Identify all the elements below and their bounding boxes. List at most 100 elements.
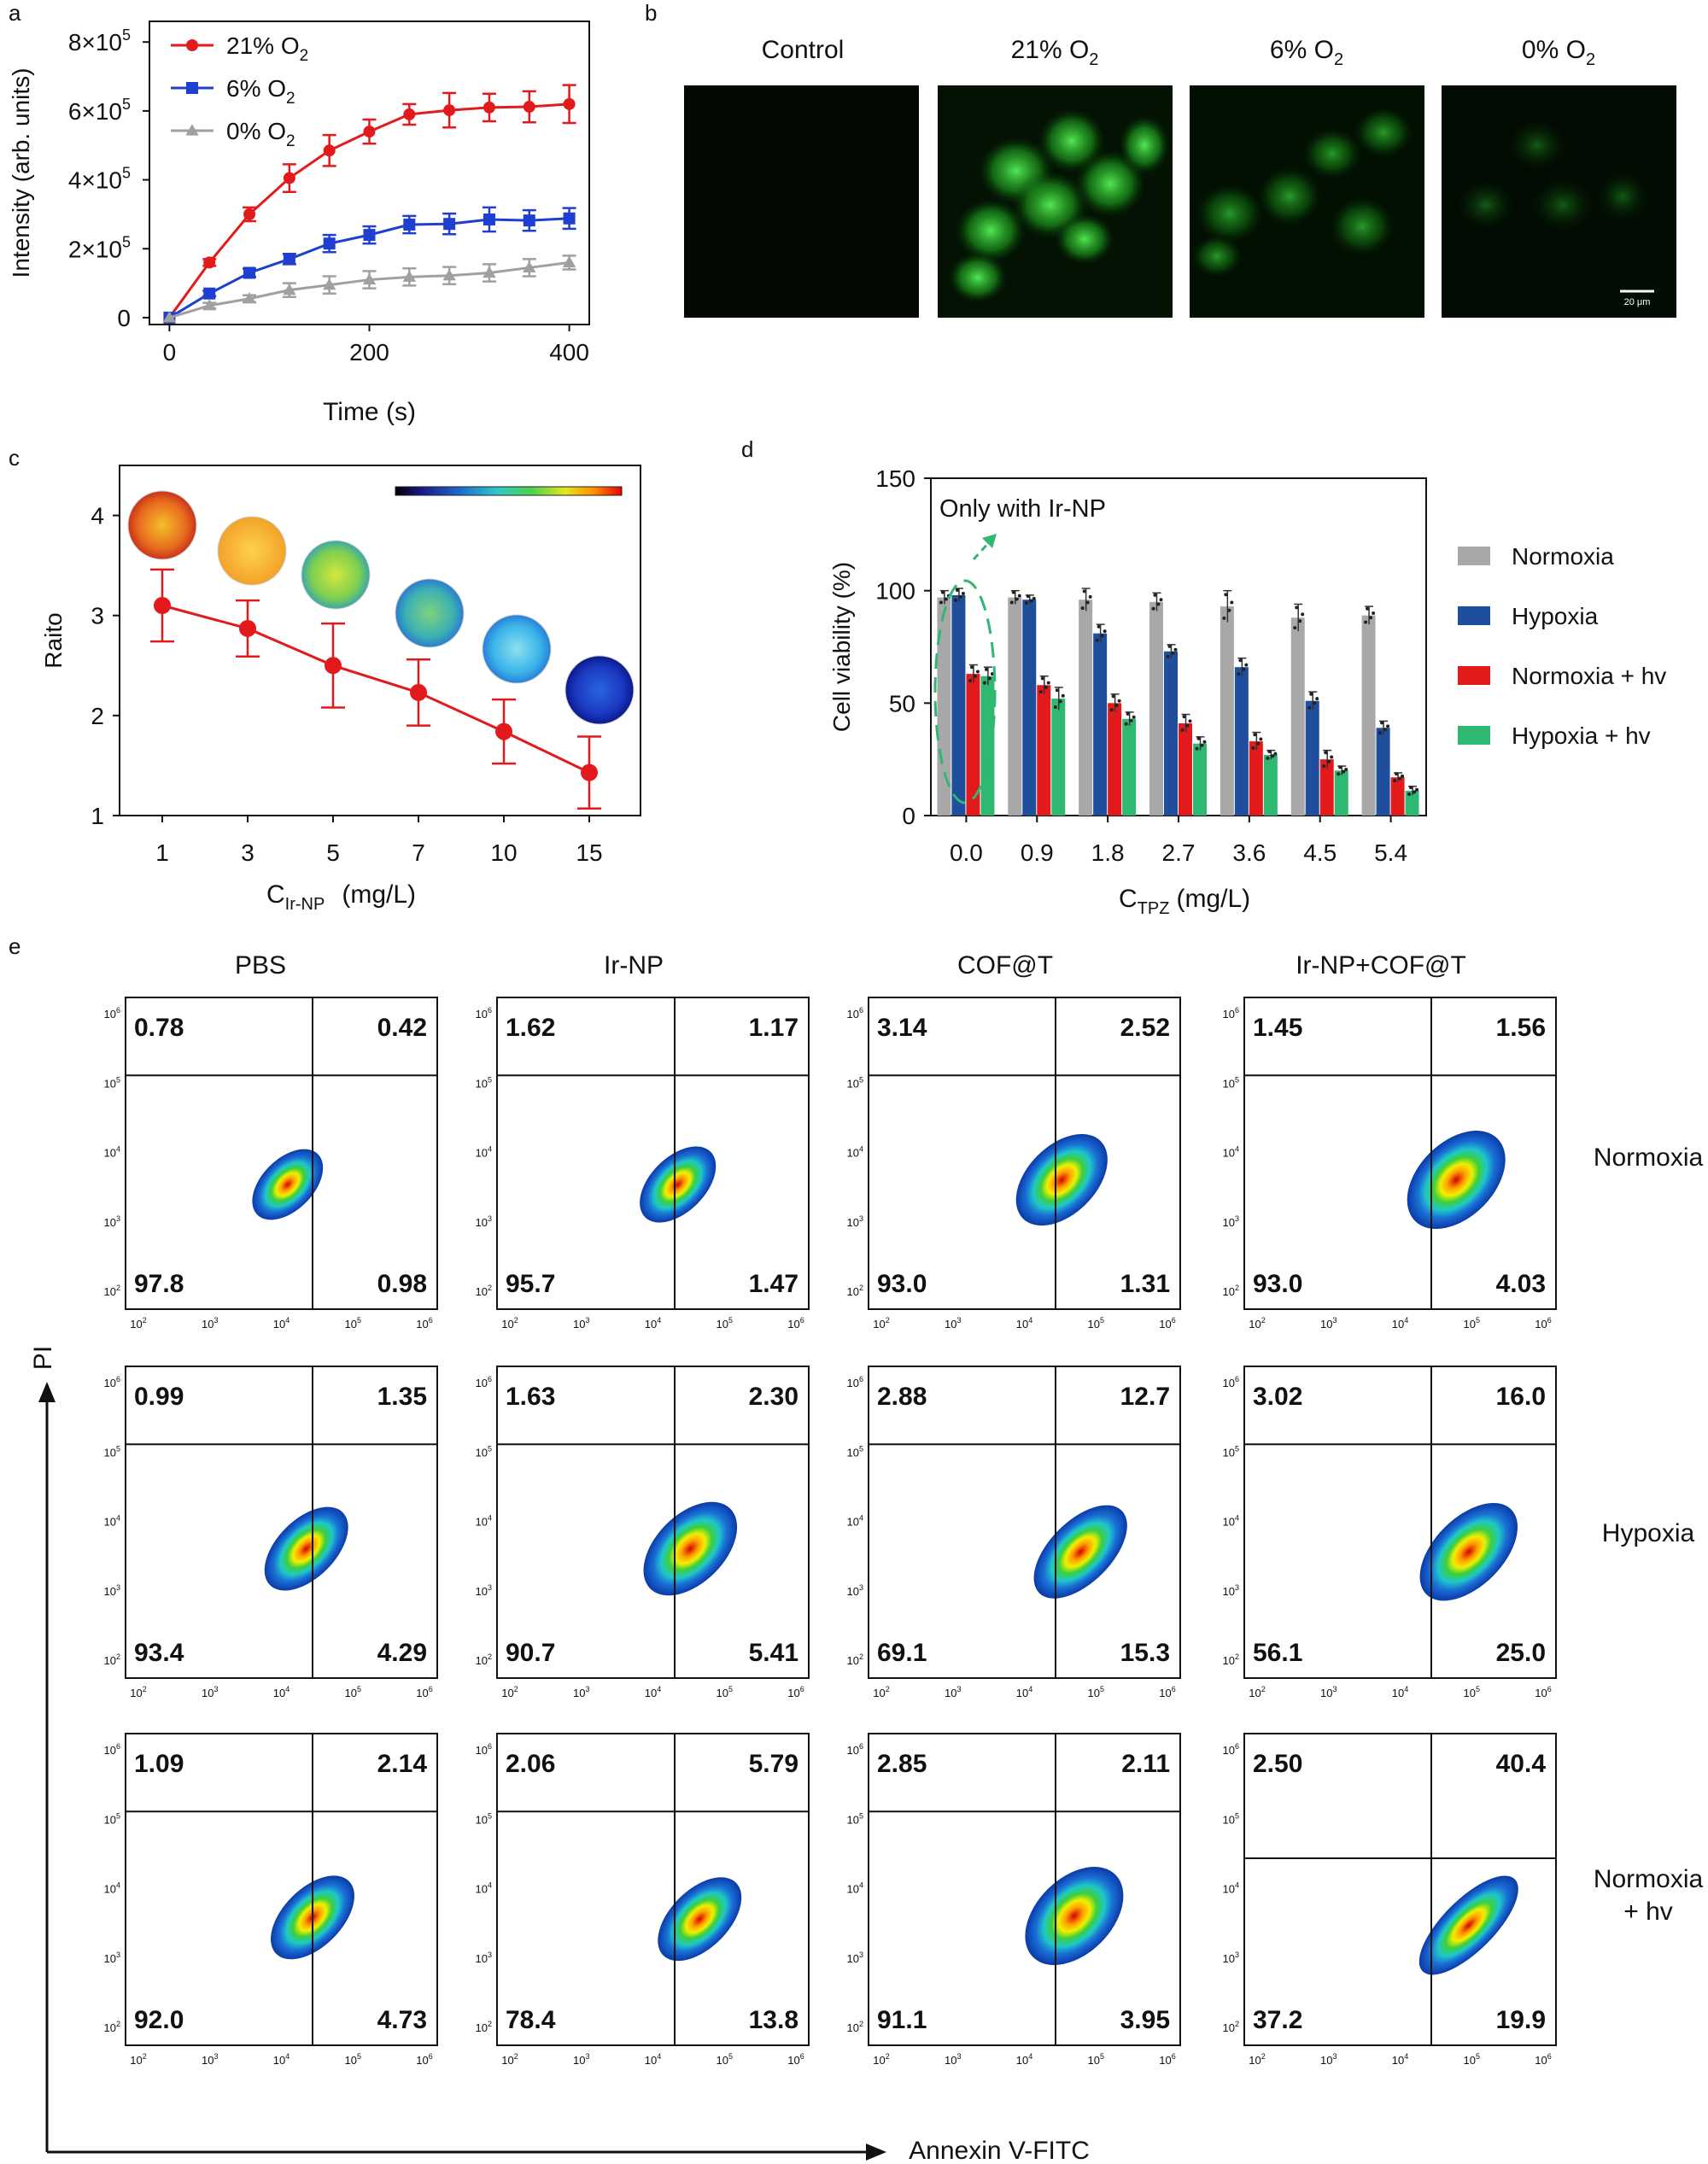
a-xtick-label: 0 bbox=[163, 339, 177, 366]
e-ytick-base: 10 bbox=[476, 1446, 488, 1459]
e-xtick-base: 10 bbox=[1320, 1318, 1332, 1331]
d-ytick-label: 150 bbox=[875, 465, 915, 492]
e-xtick-base: 10 bbox=[416, 1318, 428, 1331]
b-title-21-o2: 21% O2 bbox=[1011, 36, 1099, 69]
e-ytick-base: 10 bbox=[847, 1377, 859, 1389]
d-xtick-label: 1.8 bbox=[1091, 839, 1125, 866]
d-bar bbox=[1305, 700, 1319, 816]
panel-label-c: c bbox=[9, 445, 20, 471]
e-xtick-base: 10 bbox=[1320, 2054, 1332, 2067]
e-ytick-label: 104 bbox=[847, 1514, 863, 1529]
e-quadrant-value: 0.78 bbox=[134, 1014, 184, 1042]
e-ytick-label: 106 bbox=[847, 1006, 863, 1021]
e-quadrant-value: 2.11 bbox=[1121, 1750, 1170, 1778]
e-column-title: COF@T bbox=[957, 951, 1053, 980]
e-quadrant-value: 92.0 bbox=[134, 2006, 184, 2034]
e-quadrant-value: 97.8 bbox=[134, 1270, 184, 1298]
e-xtick-label: 106 bbox=[416, 1316, 432, 1331]
d-replicate-dot bbox=[1238, 658, 1243, 663]
d-ytick-label: 0 bbox=[902, 803, 915, 829]
d-replicate-dot bbox=[1313, 701, 1317, 705]
a-point bbox=[243, 208, 256, 220]
a-point bbox=[403, 219, 416, 231]
e-ytick-label: 102 bbox=[476, 1652, 492, 1667]
e-density-blob bbox=[1015, 1133, 1108, 1226]
a-legend-label: 0% O2 bbox=[226, 118, 295, 150]
d-bar bbox=[1079, 599, 1093, 816]
e-ytick-label: 106 bbox=[1223, 1742, 1239, 1757]
d-annotation-arrow bbox=[972, 539, 992, 561]
e-quadrant-value: 4.73 bbox=[377, 2006, 427, 2034]
panel-b-fluorescence-images: Control 21% O2 6% O2 0% O2 bbox=[684, 36, 1676, 318]
e-ytick-label: 105 bbox=[1223, 1444, 1239, 1459]
e-ytick-base: 10 bbox=[104, 1516, 116, 1529]
d-xtick-label: 4.5 bbox=[1303, 839, 1337, 866]
e-xtick-label: 102 bbox=[130, 1316, 146, 1331]
e-xtick-label: 102 bbox=[1249, 1685, 1265, 1699]
e-quadrant-value: 1.31 bbox=[1120, 1270, 1170, 1298]
e-xtick-exponent: 5 bbox=[1100, 1685, 1104, 1693]
e-xtick-label: 105 bbox=[345, 1316, 361, 1331]
e-ytick-label: 102 bbox=[476, 1284, 492, 1298]
e-xtick-base: 10 bbox=[501, 1318, 513, 1331]
a-point bbox=[243, 266, 256, 279]
e-ytick-label: 102 bbox=[1223, 1652, 1239, 1667]
c-xtick-label: 3 bbox=[241, 839, 254, 866]
d-replicate-dot bbox=[944, 597, 948, 601]
e-xtick-exponent: 2 bbox=[143, 2052, 147, 2061]
e-xtick-base: 10 bbox=[1016, 1687, 1028, 1699]
d-replicate-dot bbox=[1301, 612, 1305, 617]
d-bar bbox=[1319, 759, 1334, 816]
e-xtick-base: 10 bbox=[1392, 1318, 1404, 1331]
e-xtick-base: 10 bbox=[945, 1687, 956, 1699]
e-ytick-exponent: 5 bbox=[1235, 1444, 1239, 1453]
e-xtick-base: 10 bbox=[273, 1318, 285, 1331]
e-xtick-exponent: 3 bbox=[956, 1316, 961, 1325]
b-image-0-o2: 20 μm bbox=[1442, 85, 1676, 318]
a-ytick-exponent: 5 bbox=[122, 233, 131, 250]
a-point bbox=[483, 213, 495, 225]
a-ylabel: Intensity (arb. units) bbox=[8, 68, 34, 278]
e-ytick-exponent: 5 bbox=[859, 1075, 863, 1084]
e-ytick-exponent: 4 bbox=[116, 1881, 120, 1890]
a-point bbox=[562, 255, 576, 267]
a-point bbox=[202, 299, 216, 311]
d-replicate-dot bbox=[1380, 721, 1384, 725]
e-xtick-base: 10 bbox=[1088, 1318, 1100, 1331]
e-ytick-base: 10 bbox=[476, 1744, 488, 1757]
e-xtick-base: 10 bbox=[345, 1687, 357, 1699]
e-density-blob bbox=[1418, 1875, 1518, 1975]
e-ytick-label: 103 bbox=[476, 1951, 492, 1965]
d-bar bbox=[1122, 718, 1137, 816]
e-plot-frame bbox=[868, 1366, 1181, 1679]
d-replicate-dot bbox=[1256, 741, 1261, 746]
a-xtick-label: 200 bbox=[349, 339, 389, 366]
e-ytick-label: 105 bbox=[104, 1444, 120, 1459]
d-bar bbox=[1093, 633, 1108, 816]
e-ytick-label: 102 bbox=[1223, 2020, 1239, 2034]
e-xtick-exponent: 5 bbox=[1476, 1685, 1480, 1693]
e-xtick-base: 10 bbox=[1535, 1687, 1547, 1699]
c-xlabel-main: C bbox=[266, 880, 285, 909]
c-ytick-label: 4 bbox=[91, 503, 104, 529]
d-bar bbox=[980, 676, 995, 816]
e-quadrant-value: 1.35 bbox=[377, 1383, 427, 1411]
e-ytick-exponent: 2 bbox=[116, 1652, 120, 1661]
e-xtick-base: 10 bbox=[1464, 1687, 1476, 1699]
d-xtick-label: 0.9 bbox=[1021, 839, 1054, 866]
a-legend-marker bbox=[185, 124, 199, 136]
e-xtick-base: 10 bbox=[573, 1318, 585, 1331]
c-series-line bbox=[161, 604, 590, 774]
a-xtick-label: 400 bbox=[549, 339, 589, 366]
e-quadrant-value: 2.30 bbox=[749, 1383, 798, 1411]
d-replicate-dot bbox=[1153, 593, 1157, 597]
a-point bbox=[523, 260, 536, 273]
e-quadrant-value: 69.1 bbox=[877, 1639, 927, 1667]
e-plot-frame bbox=[125, 997, 438, 1310]
e-xtick-label: 103 bbox=[202, 1316, 218, 1331]
e-xtick-base: 10 bbox=[416, 2054, 428, 2067]
